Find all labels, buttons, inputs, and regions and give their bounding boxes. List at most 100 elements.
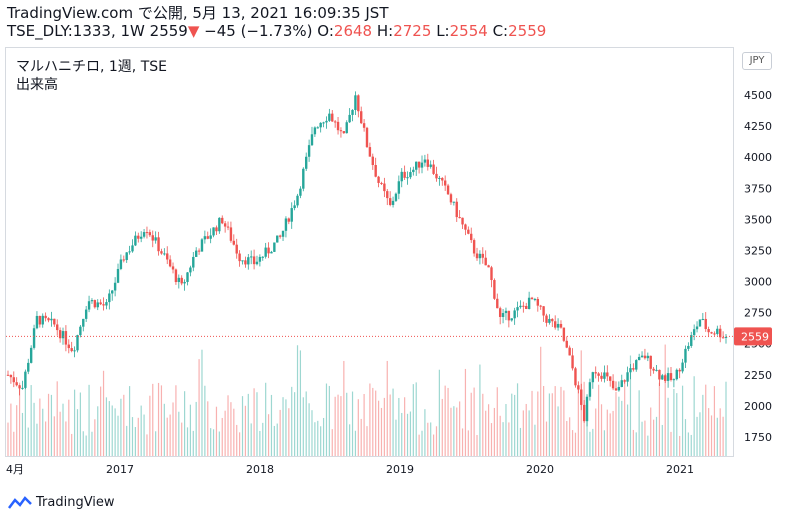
volume-bar bbox=[386, 360, 388, 456]
high-value: 2725 bbox=[393, 22, 432, 40]
candle-body bbox=[664, 375, 667, 381]
candle-body bbox=[53, 318, 56, 325]
volume-bar bbox=[563, 390, 565, 456]
volume-bar bbox=[693, 376, 695, 456]
volume-bar bbox=[435, 426, 438, 456]
y-tick-label: 3500 bbox=[744, 213, 772, 226]
volume-bar bbox=[534, 424, 536, 456]
currency-button[interactable]: JPY bbox=[742, 52, 772, 70]
candle-body bbox=[617, 386, 621, 391]
candle-body bbox=[629, 368, 632, 373]
volume-bar bbox=[337, 394, 339, 456]
volume-bar bbox=[198, 359, 200, 456]
volume-bar bbox=[360, 418, 362, 456]
volume-bar bbox=[377, 400, 380, 456]
volume-bar bbox=[117, 415, 119, 456]
candle-body bbox=[35, 315, 39, 329]
candle-body bbox=[131, 245, 134, 252]
volume-bar bbox=[409, 411, 412, 456]
candle-body bbox=[597, 373, 600, 376]
volume-bar bbox=[571, 430, 574, 456]
candle-body bbox=[608, 376, 612, 381]
volume-bar bbox=[589, 431, 591, 456]
candle-body bbox=[588, 382, 592, 397]
volume-bar bbox=[340, 396, 342, 456]
candle-body bbox=[12, 377, 15, 383]
volume-bar bbox=[560, 386, 562, 456]
volume-bar bbox=[328, 385, 330, 456]
volume-bar bbox=[595, 408, 597, 456]
candle-body bbox=[487, 265, 490, 268]
candle-body bbox=[9, 374, 13, 378]
volume-bar bbox=[320, 426, 322, 456]
candle-body bbox=[180, 277, 183, 284]
candle-body bbox=[710, 332, 713, 334]
candle-body bbox=[380, 182, 383, 184]
volume-bar bbox=[398, 397, 400, 456]
candle-body bbox=[189, 267, 192, 273]
volume-bar bbox=[152, 383, 154, 456]
candle-body bbox=[58, 330, 62, 339]
candle-body bbox=[299, 188, 302, 196]
candle-body bbox=[423, 159, 427, 163]
y-tick-label: 4500 bbox=[744, 89, 772, 102]
volume-bar bbox=[325, 383, 328, 456]
candle-body bbox=[70, 348, 73, 352]
volume-bar bbox=[647, 435, 649, 456]
candle-body bbox=[452, 201, 456, 203]
candle-body bbox=[61, 331, 65, 339]
volume-bar bbox=[73, 389, 76, 456]
volume-bar bbox=[308, 403, 310, 456]
volume-bar bbox=[33, 402, 35, 456]
volume-bar bbox=[725, 381, 727, 456]
candle-body bbox=[15, 382, 18, 386]
candle-body bbox=[412, 169, 415, 173]
volume-bar bbox=[514, 394, 516, 456]
candle-body bbox=[171, 266, 175, 270]
candle-body bbox=[432, 164, 435, 174]
volume-bar bbox=[632, 429, 634, 456]
volume-bar bbox=[314, 422, 316, 456]
volume-bar bbox=[658, 382, 661, 456]
candle-body bbox=[580, 389, 583, 405]
candle-body bbox=[73, 350, 76, 352]
candle-body bbox=[223, 223, 227, 227]
volume-bar bbox=[250, 423, 252, 456]
volume-bar bbox=[696, 416, 698, 456]
candle-body bbox=[498, 308, 502, 317]
volume-bar bbox=[681, 385, 684, 456]
candle-body bbox=[264, 247, 267, 257]
volume-bar bbox=[543, 385, 545, 456]
tradingview-logo-icon bbox=[8, 495, 32, 509]
candle-body bbox=[672, 379, 676, 381]
volume-bar bbox=[349, 424, 351, 456]
candle-body bbox=[47, 318, 50, 321]
volume-bar bbox=[186, 427, 189, 456]
candle-body bbox=[134, 235, 137, 246]
candle-body bbox=[281, 230, 285, 237]
volume-bar bbox=[13, 431, 15, 456]
volume-bar bbox=[91, 431, 93, 456]
volume-bar bbox=[470, 392, 472, 456]
volume-bar bbox=[389, 394, 391, 456]
volume-bar bbox=[624, 381, 626, 456]
volume-bar bbox=[670, 431, 672, 456]
candle-body bbox=[296, 195, 299, 206]
candle-body bbox=[429, 164, 432, 167]
volume-bar bbox=[85, 435, 87, 456]
volume-bar bbox=[467, 430, 469, 456]
candle-body bbox=[325, 120, 328, 123]
candle-body bbox=[41, 315, 44, 325]
volume-bar bbox=[239, 432, 241, 456]
candle-body bbox=[461, 217, 464, 225]
volume-bar bbox=[551, 393, 553, 456]
candle-body bbox=[701, 318, 705, 320]
volume-bar bbox=[369, 383, 371, 456]
volume-bar bbox=[18, 382, 21, 456]
volume-bar bbox=[505, 404, 507, 456]
volume-bar bbox=[493, 407, 495, 456]
y-tick-label: 3750 bbox=[744, 182, 772, 195]
candle-body bbox=[18, 385, 21, 389]
y-tick-label: 2000 bbox=[744, 400, 772, 413]
